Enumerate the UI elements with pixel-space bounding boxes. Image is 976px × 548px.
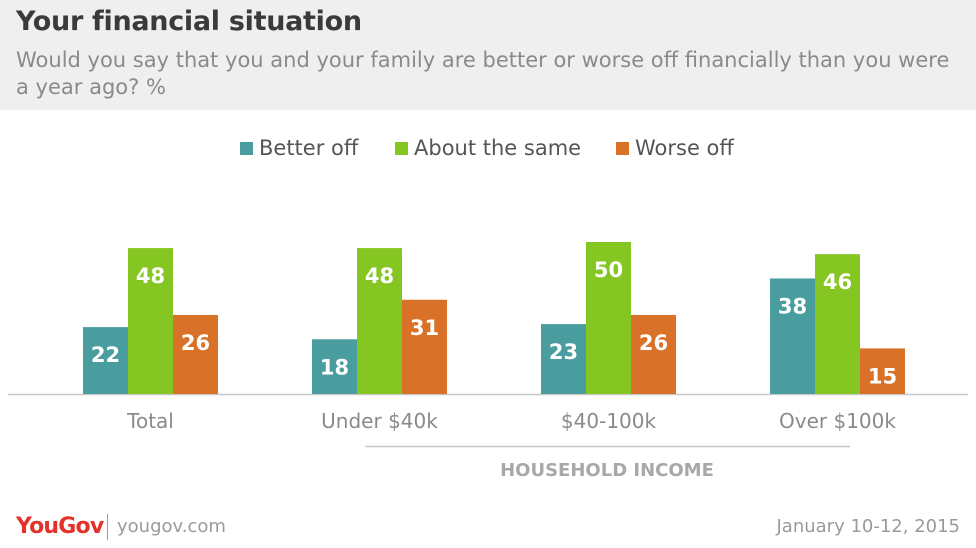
bar-better-off bbox=[541, 324, 586, 394]
bar-better-off bbox=[312, 339, 357, 394]
bar-better-off bbox=[83, 327, 128, 394]
legend-swatch-about-the-same bbox=[395, 141, 408, 155]
data-label-worse-off: 26 bbox=[639, 331, 668, 355]
legend-label-about-the-same: About the same bbox=[414, 136, 582, 160]
category-label: Under $40k bbox=[321, 409, 438, 433]
legend-item-worse-off: Worse off bbox=[616, 135, 734, 161]
data-label-better-off: 18 bbox=[320, 355, 349, 379]
data-label-about-the-same: 50 bbox=[594, 258, 623, 282]
bar-about-the-same bbox=[586, 242, 631, 394]
group-label-household-income: HOUSEHOLD INCOME bbox=[500, 460, 714, 481]
bar-worse-off bbox=[173, 314, 218, 394]
footer-divider bbox=[107, 514, 108, 540]
category-label: Over $100k bbox=[779, 409, 896, 433]
data-label-better-off: 23 bbox=[549, 340, 578, 364]
legend-swatch-better-off bbox=[240, 141, 253, 155]
bar-better-off bbox=[770, 278, 815, 394]
bar-worse-off bbox=[631, 314, 676, 394]
data-label-about-the-same: 48 bbox=[136, 264, 165, 288]
data-label-worse-off: 31 bbox=[410, 316, 439, 340]
bar-about-the-same bbox=[815, 254, 860, 394]
legend-swatch-worse-off bbox=[616, 141, 629, 155]
data-label-about-the-same: 46 bbox=[823, 270, 852, 294]
header: Your financial situation Would you say t… bbox=[0, 0, 976, 110]
bar-about-the-same bbox=[128, 248, 173, 394]
bar-about-the-same bbox=[357, 248, 402, 394]
data-label-about-the-same: 48 bbox=[365, 264, 394, 288]
yougov-logo: YouGov bbox=[16, 514, 104, 539]
bar-worse-off bbox=[860, 348, 905, 394]
legend: Better off About the same Worse off bbox=[0, 135, 976, 161]
bar-worse-off bbox=[402, 299, 447, 394]
chart-title: Your financial situation bbox=[16, 6, 362, 37]
legend-label-worse-off: Worse off bbox=[635, 136, 734, 160]
category-label: Total bbox=[126, 409, 174, 433]
footer-date: January 10-12, 2015 bbox=[776, 516, 960, 537]
legend-item-about-the-same: About the same bbox=[395, 135, 581, 161]
chart-subtitle: Would you say that you and your family a… bbox=[16, 48, 950, 99]
data-label-worse-off: 26 bbox=[181, 331, 210, 355]
legend-item-better-off: Better off bbox=[240, 135, 358, 161]
legend-label-better-off: Better off bbox=[259, 136, 359, 160]
data-label-better-off: 22 bbox=[91, 343, 120, 367]
data-label-worse-off: 15 bbox=[868, 364, 897, 388]
data-label-better-off: 38 bbox=[778, 294, 807, 318]
category-label: $40-100k bbox=[561, 409, 657, 433]
footer-site-link[interactable]: yougov.com bbox=[117, 516, 226, 537]
